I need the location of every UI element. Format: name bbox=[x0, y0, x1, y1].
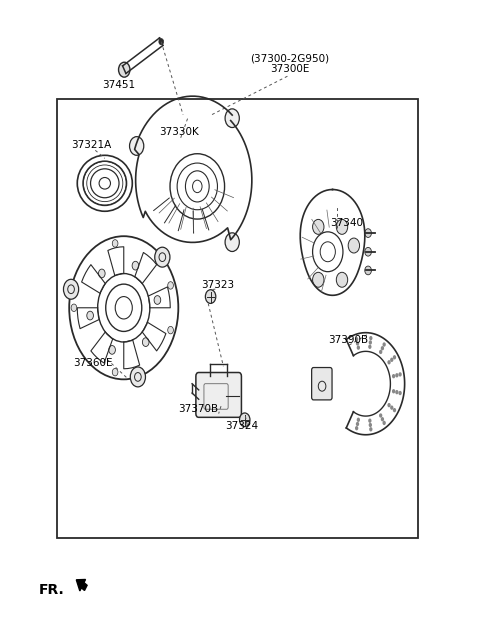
Circle shape bbox=[381, 417, 384, 421]
Circle shape bbox=[387, 403, 391, 408]
Circle shape bbox=[355, 426, 358, 430]
Circle shape bbox=[365, 229, 372, 237]
Circle shape bbox=[63, 279, 79, 299]
Circle shape bbox=[132, 261, 139, 270]
Circle shape bbox=[168, 327, 173, 334]
Circle shape bbox=[369, 427, 372, 431]
Circle shape bbox=[154, 296, 161, 305]
Circle shape bbox=[383, 342, 386, 347]
Circle shape bbox=[356, 341, 359, 345]
Text: 37330K: 37330K bbox=[159, 127, 199, 137]
Text: 37324: 37324 bbox=[225, 421, 258, 431]
Circle shape bbox=[168, 282, 173, 289]
Circle shape bbox=[355, 337, 358, 342]
Circle shape bbox=[392, 389, 395, 394]
Circle shape bbox=[395, 373, 398, 377]
Circle shape bbox=[368, 418, 372, 423]
Circle shape bbox=[357, 418, 360, 422]
FancyBboxPatch shape bbox=[312, 367, 332, 400]
Circle shape bbox=[87, 311, 94, 320]
Circle shape bbox=[159, 38, 164, 45]
Text: 37340: 37340 bbox=[330, 217, 363, 227]
Circle shape bbox=[390, 357, 394, 362]
Circle shape bbox=[71, 304, 77, 311]
Circle shape bbox=[336, 219, 348, 234]
FancyBboxPatch shape bbox=[196, 372, 241, 418]
Circle shape bbox=[393, 355, 396, 359]
Circle shape bbox=[392, 374, 395, 378]
FancyArrow shape bbox=[76, 580, 87, 591]
Circle shape bbox=[390, 406, 394, 410]
Circle shape bbox=[379, 350, 383, 354]
Text: 37321A: 37321A bbox=[71, 139, 111, 149]
Circle shape bbox=[225, 109, 240, 127]
Circle shape bbox=[348, 238, 360, 253]
Text: 37390B: 37390B bbox=[328, 335, 368, 345]
Circle shape bbox=[143, 338, 149, 347]
Circle shape bbox=[393, 408, 396, 413]
Circle shape bbox=[379, 413, 383, 418]
Circle shape bbox=[155, 247, 170, 267]
Circle shape bbox=[398, 391, 402, 395]
Circle shape bbox=[365, 266, 372, 275]
Bar bbox=[57, 99, 418, 538]
Circle shape bbox=[336, 273, 348, 287]
Circle shape bbox=[130, 367, 145, 387]
Circle shape bbox=[398, 372, 402, 377]
Circle shape bbox=[357, 345, 360, 350]
Circle shape bbox=[381, 346, 384, 350]
Circle shape bbox=[130, 137, 144, 155]
Circle shape bbox=[365, 247, 372, 256]
Text: FR.: FR. bbox=[38, 583, 64, 597]
Text: 37451: 37451 bbox=[102, 80, 135, 90]
Circle shape bbox=[119, 62, 130, 77]
Circle shape bbox=[369, 423, 372, 427]
Circle shape bbox=[312, 273, 324, 287]
Circle shape bbox=[109, 345, 115, 354]
Circle shape bbox=[112, 240, 118, 247]
Circle shape bbox=[395, 390, 398, 394]
Text: 37360E: 37360E bbox=[73, 357, 113, 367]
Circle shape bbox=[225, 233, 240, 251]
Circle shape bbox=[312, 219, 324, 234]
Text: 37300E: 37300E bbox=[270, 65, 310, 74]
Circle shape bbox=[368, 345, 372, 349]
Text: 37323: 37323 bbox=[201, 279, 234, 290]
Circle shape bbox=[240, 413, 250, 426]
Circle shape bbox=[112, 369, 118, 376]
Circle shape bbox=[205, 290, 216, 303]
Text: 37370B: 37370B bbox=[178, 404, 218, 414]
Circle shape bbox=[369, 340, 372, 345]
Circle shape bbox=[356, 422, 359, 426]
Circle shape bbox=[383, 421, 386, 425]
Circle shape bbox=[387, 360, 391, 364]
Circle shape bbox=[98, 269, 105, 278]
Circle shape bbox=[369, 336, 372, 340]
Text: (37300-2G950): (37300-2G950) bbox=[250, 53, 329, 63]
